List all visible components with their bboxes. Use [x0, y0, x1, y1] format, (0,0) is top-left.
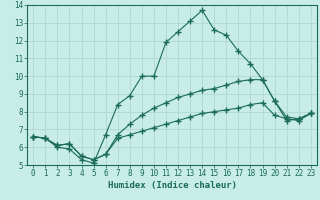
- X-axis label: Humidex (Indice chaleur): Humidex (Indice chaleur): [108, 181, 236, 190]
